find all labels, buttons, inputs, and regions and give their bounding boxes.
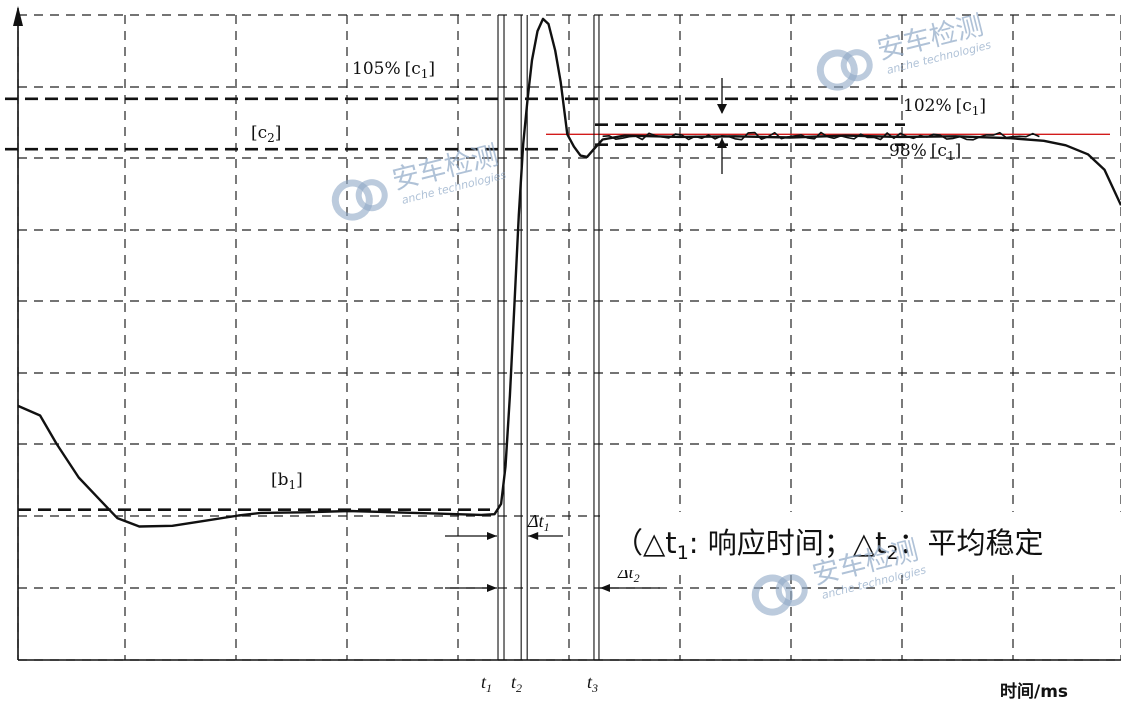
series-layer: [17, 17, 1121, 528]
watermark-2: 安车检测 anche technologies: [331, 140, 508, 221]
delta-t2-arrowhead-left: [487, 584, 498, 592]
watermark-1: 安车检测 anche technologies: [816, 10, 993, 91]
label-delta-t1: Δt1: [527, 511, 550, 534]
delta-t2-arrowhead-right: [599, 584, 610, 592]
note-box: （△t1: 响应时间；△t2：平均稳定: [600, 512, 1121, 570]
tick-label-t1: t1: [481, 672, 492, 695]
delta-t1-arrowhead-right: [528, 532, 539, 540]
y-axis-arrow: [13, 6, 23, 26]
tick-label-t3: t3: [587, 672, 598, 695]
tolerance-arrowhead-top: [717, 104, 727, 114]
time-markers: [445, 15, 660, 660]
chart-axes: [13, 6, 1121, 661]
label-105-c1: 105% [c1]: [352, 59, 435, 81]
label-98-c1: 98% [c1]: [889, 141, 961, 163]
delta-t1-arrowhead-left: [487, 532, 498, 540]
label-c2: [c2]: [251, 123, 281, 145]
series-line-ripple: [602, 131, 1040, 141]
tick-label-t2: t2: [511, 672, 522, 695]
note-text: （△t1: 响应时间；△t2：平均稳定: [614, 526, 1044, 564]
series-line-response: [17, 17, 1121, 528]
label-102-c1: 102% [c1]: [903, 96, 986, 118]
tolerance-arrowhead-bottom: [717, 138, 727, 148]
reference-lines: [5, 78, 1110, 512]
label-b1: [b1]: [271, 470, 303, 492]
x-axis-label: 时间/ms: [1000, 681, 1068, 701]
